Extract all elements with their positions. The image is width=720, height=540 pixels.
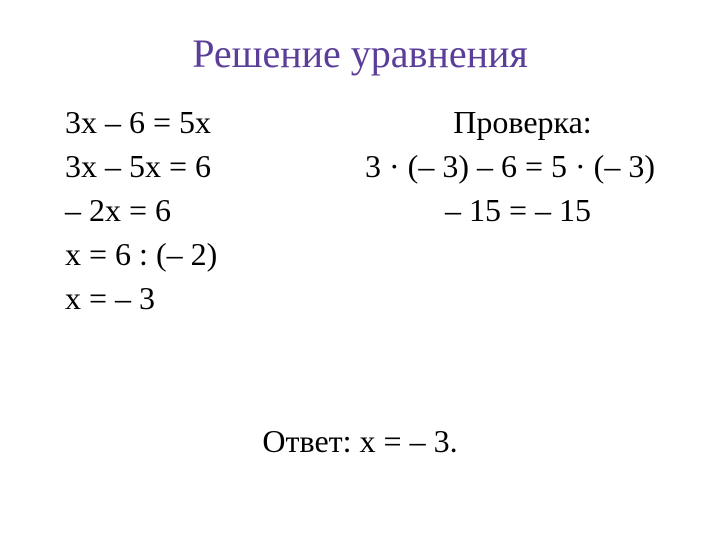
answer-line: Ответ: х = – 3. xyxy=(0,423,720,460)
verification-line-2: – 15 = – 15 xyxy=(365,192,680,229)
solution-step-1: 3х – 6 = 5х xyxy=(65,104,365,141)
verification-column: Проверка: 3 · (– 3) – 6 = 5 · (– 3) – 15… xyxy=(365,97,680,324)
verification-line-1: 3 · (– 3) – 6 = 5 · (– 3) xyxy=(365,148,680,185)
solution-step-2: 3х – 5х = 6 xyxy=(65,148,365,185)
verification-header: Проверка: xyxy=(365,104,680,141)
solution-step-4: х = 6 : (– 2) xyxy=(65,236,365,273)
slide-title: Решение уравнения xyxy=(0,0,720,97)
solution-step-3: – 2х = 6 xyxy=(65,192,365,229)
slide: Решение уравнения 3х – 6 = 5х 3х – 5х = … xyxy=(0,0,720,540)
content-area: 3х – 6 = 5х 3х – 5х = 6 – 2х = 6 х = 6 :… xyxy=(0,97,720,324)
solution-column: 3х – 6 = 5х 3х – 5х = 6 – 2х = 6 х = 6 :… xyxy=(65,97,365,324)
solution-step-5: х = – 3 xyxy=(65,280,365,317)
